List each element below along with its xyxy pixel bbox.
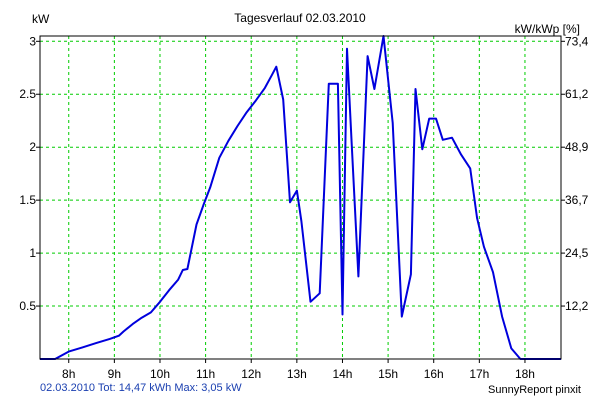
series-layer <box>40 35 561 360</box>
right-y-axis: 12,2 24,5 36,7 48,9 61,2 73,4 <box>561 34 589 313</box>
chart-title: Tagesverlauf 02.03.2010 <box>234 11 366 25</box>
daily-summary-text: 02.03.2010 Tot: 14,47 kWh Max: 3,05 kW <box>40 382 242 394</box>
left-axis-unit-label: kW <box>32 12 50 26</box>
x-tick-label: 9h <box>108 367 121 381</box>
y-tick-label: 1.5 <box>19 193 36 207</box>
x-tick-label: 13h <box>287 367 307 381</box>
grid-lines <box>40 36 561 359</box>
x-tick-label: 10h <box>150 367 170 381</box>
x-tick-label: 14h <box>332 367 352 381</box>
y2-tick-label: 36,7 <box>565 193 589 207</box>
x-tick-label: 15h <box>378 367 398 381</box>
y2-tick-label: 61,2 <box>565 87 589 101</box>
x-tick-label: 16h <box>424 367 444 381</box>
y-tick-label: 1 <box>29 246 36 260</box>
y-tick-label: 2 <box>29 140 36 154</box>
y2-tick-label: 73,4 <box>565 34 589 48</box>
x-tick-label: 8h <box>62 367 75 381</box>
left-y-axis: 0.5 1 1.5 2 2.5 3 <box>19 34 40 313</box>
power-series-line <box>40 35 561 360</box>
y-tick-label: 2.5 <box>19 87 36 101</box>
right-axis-unit-label: kW/kWp [%] <box>514 22 580 36</box>
y-tick-label: 3 <box>29 34 36 48</box>
x-axis: 8h 9h 10h 11h 12h 13h 14h 15h 16h 17h 18h <box>62 359 535 381</box>
brand-credit: SunnyReport pinxit <box>488 384 581 396</box>
plot-frame <box>39 35 562 360</box>
x-tick-label: 17h <box>469 367 489 381</box>
y-tick-label: 0.5 <box>19 299 36 313</box>
y2-tick-label: 12,2 <box>565 299 589 313</box>
y2-tick-label: 24,5 <box>565 246 589 260</box>
y2-tick-label: 48,9 <box>565 140 589 154</box>
x-tick-label: 12h <box>241 367 261 381</box>
x-tick-label: 18h <box>515 367 535 381</box>
x-tick-label: 11h <box>196 367 215 381</box>
